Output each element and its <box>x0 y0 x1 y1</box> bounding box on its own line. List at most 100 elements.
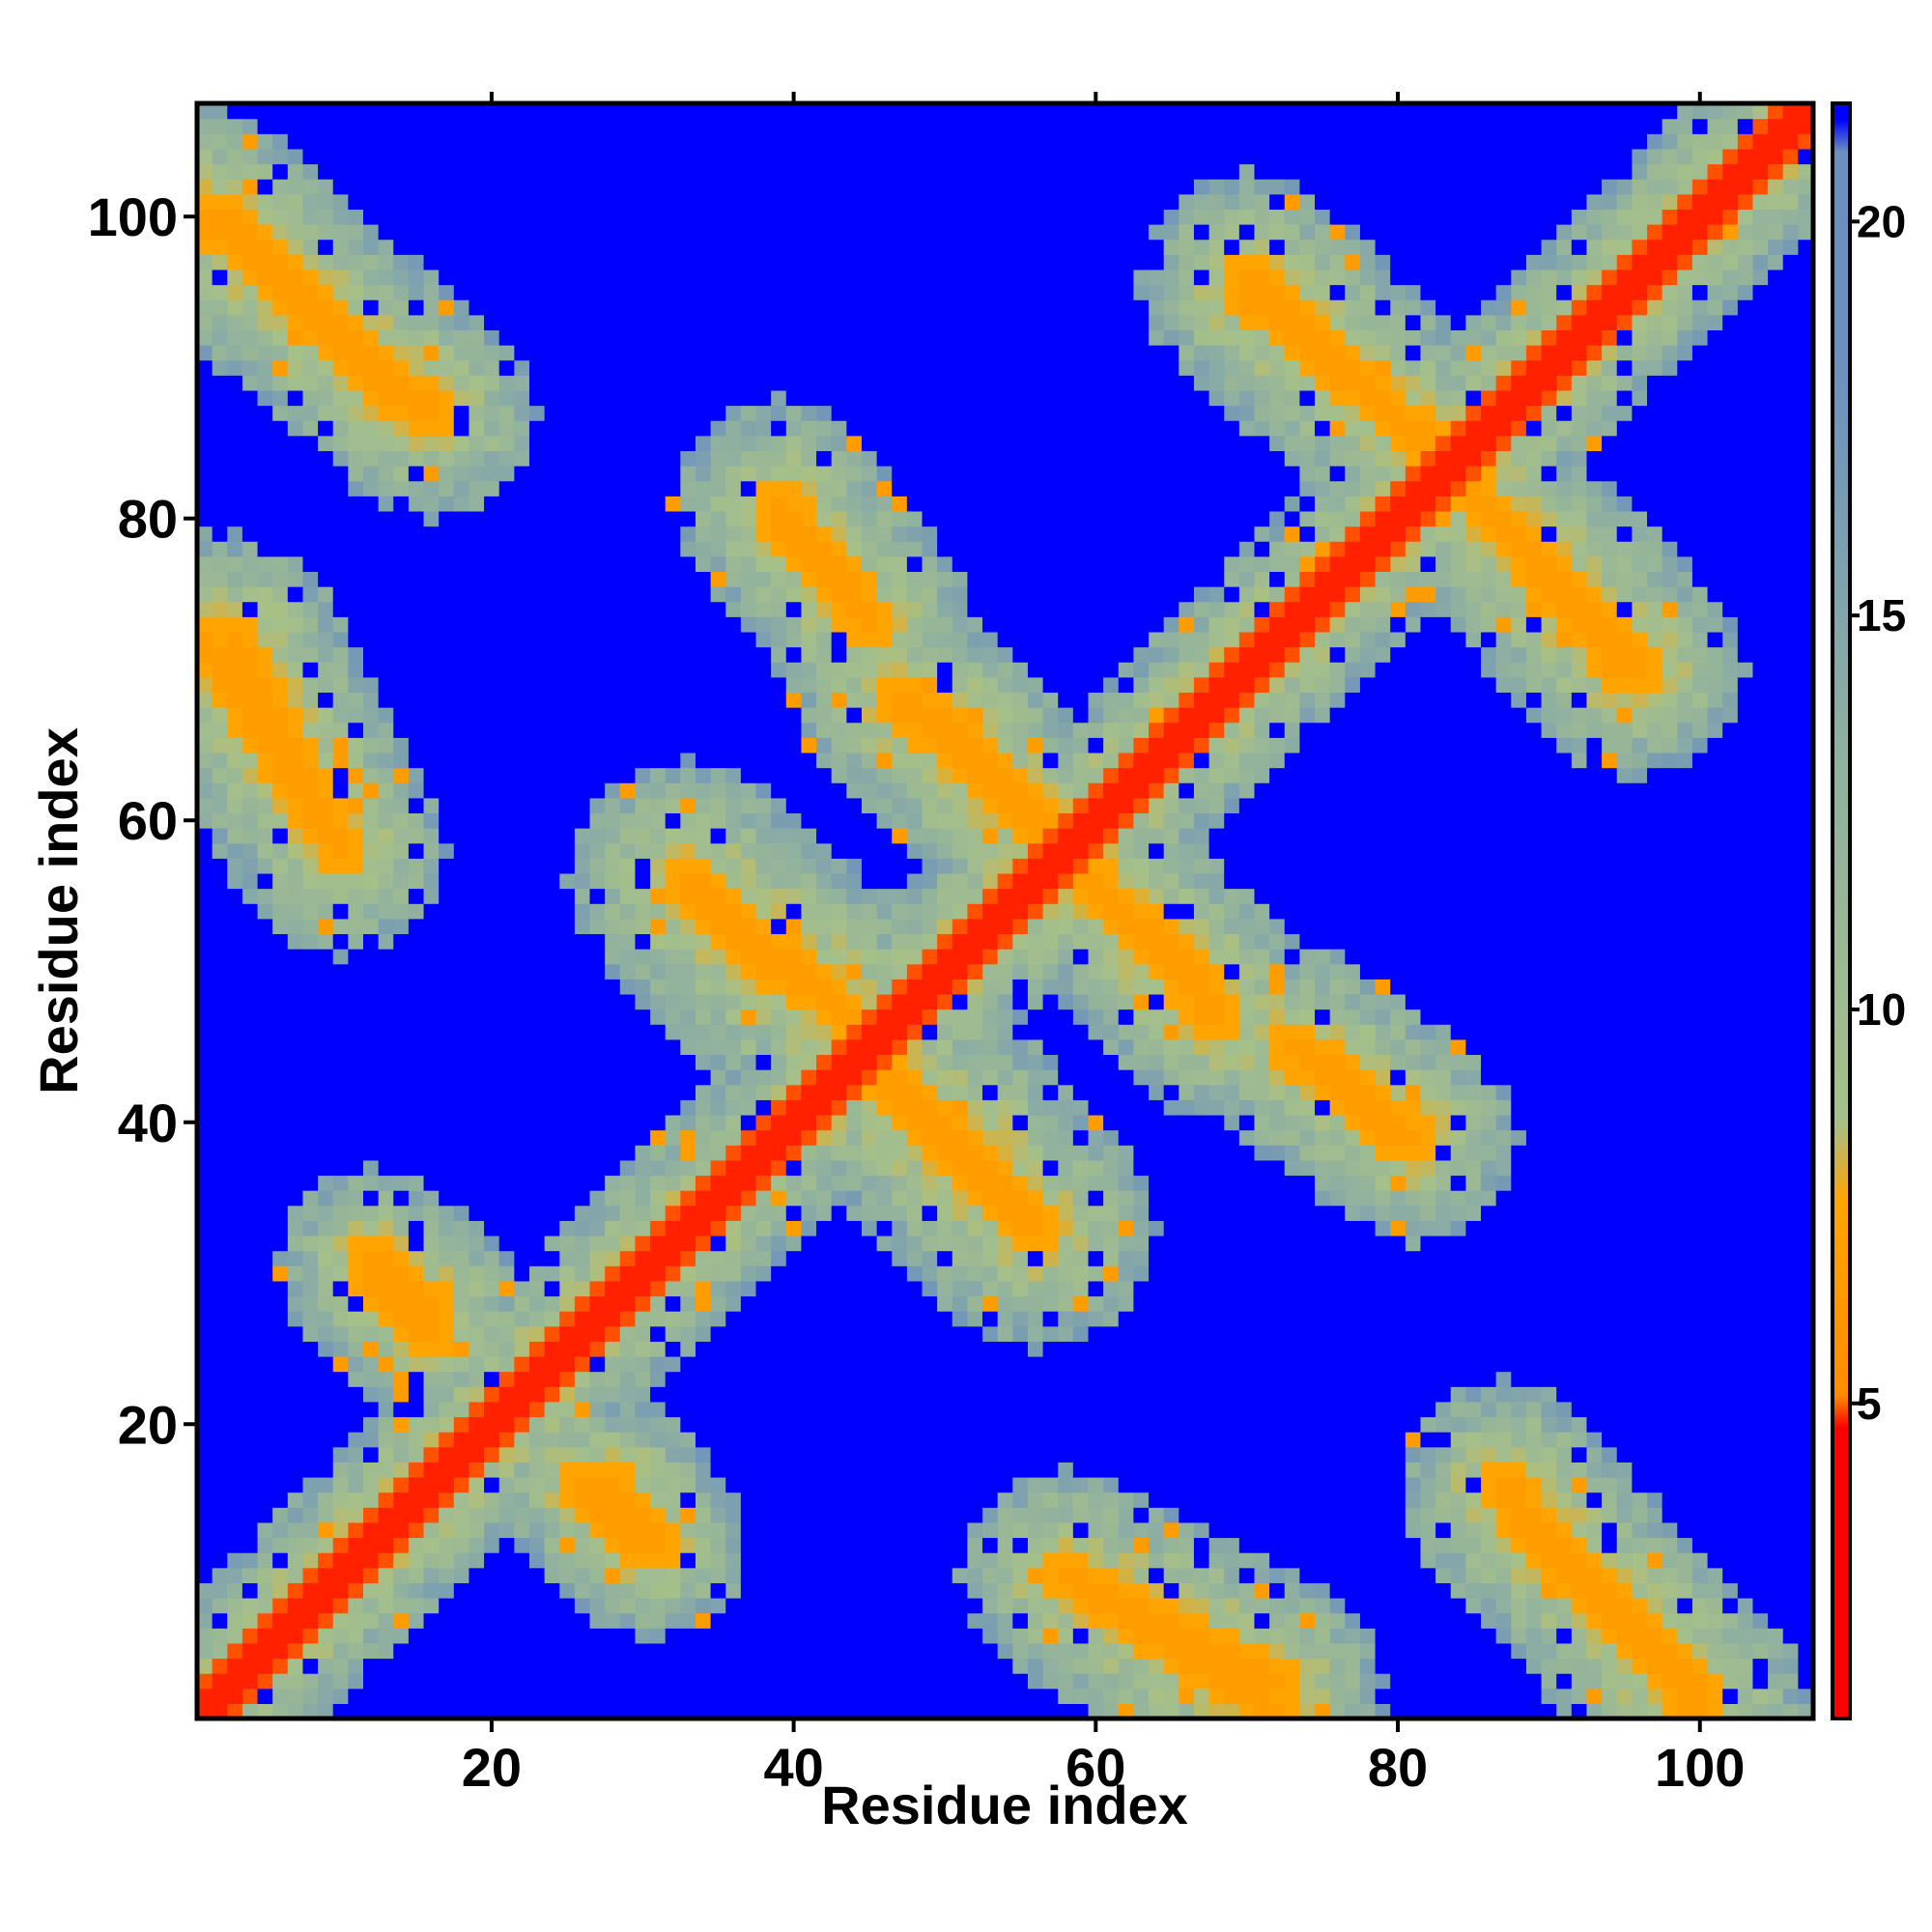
heatmap-cell <box>771 103 787 120</box>
heatmap-cell <box>650 1145 667 1161</box>
heatmap-cell <box>393 510 410 527</box>
heatmap-cell <box>710 375 726 391</box>
heatmap-cell <box>771 949 787 965</box>
heatmap-cell <box>528 1476 546 1493</box>
heatmap-cell <box>242 269 259 286</box>
heatmap-cell <box>302 1537 319 1553</box>
heatmap-cell <box>831 692 847 708</box>
heatmap-cell <box>635 963 651 980</box>
heatmap-cell <box>816 526 833 542</box>
heatmap-cell <box>574 1476 591 1493</box>
heatmap-cell <box>816 1325 833 1342</box>
heatmap-cell <box>332 812 349 829</box>
heatmap-cell <box>876 1190 893 1207</box>
heatmap-cell <box>393 1642 410 1660</box>
heatmap-cell <box>559 1597 576 1614</box>
heatmap-cell <box>469 767 485 783</box>
heatmap-cell <box>755 254 772 270</box>
heatmap-cell <box>242 1597 259 1614</box>
heatmap-cell <box>287 676 304 694</box>
heatmap-cell <box>272 646 289 663</box>
heatmap-cell <box>816 601 833 617</box>
heatmap-cell <box>785 631 803 648</box>
heatmap-cell <box>589 269 606 286</box>
heatmap-cell <box>197 737 213 753</box>
heatmap-cell <box>514 858 530 874</box>
heatmap-cell <box>242 1054 259 1070</box>
heatmap-cell <box>393 601 410 617</box>
heatmap-cell <box>423 103 440 120</box>
heatmap-cell <box>574 103 591 120</box>
heatmap-cell <box>257 1446 273 1463</box>
heatmap-cell <box>589 1521 606 1539</box>
heatmap-cell <box>589 1371 606 1387</box>
heatmap-cell <box>635 420 651 437</box>
heatmap-cell <box>831 405 847 421</box>
heatmap-cell <box>725 993 742 1010</box>
heatmap-cell <box>801 752 817 769</box>
heatmap-cell <box>242 329 259 346</box>
heatmap-cell <box>469 1521 485 1539</box>
heatmap-cell <box>544 1537 560 1553</box>
heatmap-cell <box>725 752 742 769</box>
heatmap-cell <box>846 1159 863 1177</box>
heatmap-cell <box>423 420 440 437</box>
heatmap-cell <box>846 450 863 467</box>
heatmap-cell <box>680 480 696 497</box>
heatmap-cell <box>559 1658 576 1674</box>
heatmap-cell <box>574 993 591 1010</box>
heatmap-cell <box>801 979 817 995</box>
heatmap-cell <box>332 1129 349 1146</box>
heatmap-cell <box>408 209 425 225</box>
heatmap-cell <box>227 1537 243 1553</box>
heatmap-cell <box>393 1038 410 1056</box>
heatmap-cell <box>650 1446 667 1463</box>
heatmap-cell <box>574 118 591 134</box>
heatmap-cell <box>348 1220 364 1236</box>
heatmap-cell <box>861 510 878 527</box>
heatmap-cell <box>831 1099 847 1116</box>
heatmap-cell <box>559 601 576 617</box>
heatmap-cell <box>378 435 394 452</box>
heatmap-cell <box>287 933 304 950</box>
heatmap-cell <box>725 1175 742 1191</box>
heatmap-cell <box>816 555 833 573</box>
heatmap-cell <box>257 239 273 255</box>
heatmap-cell <box>257 676 273 694</box>
heatmap-cell <box>846 1325 863 1342</box>
heatmap-cell <box>378 405 394 421</box>
heatmap-cell <box>725 133 742 150</box>
heatmap-cell <box>348 148 364 165</box>
heatmap-cell <box>771 1235 787 1252</box>
heatmap-cell <box>785 888 803 904</box>
heatmap-cell <box>725 707 742 724</box>
heatmap-cell <box>695 1311 712 1327</box>
heatmap-cell <box>514 496 530 512</box>
heatmap-cell <box>528 737 546 753</box>
heatmap-cell <box>257 375 273 391</box>
heatmap-cell <box>755 888 772 904</box>
heatmap-cell <box>650 375 667 391</box>
heatmap-cell <box>635 1462 651 1478</box>
heatmap-cell <box>816 345 833 361</box>
heatmap-cell <box>272 812 289 829</box>
heatmap-cell <box>408 1462 425 1478</box>
heatmap-cell <box>619 239 637 255</box>
heatmap-cell <box>318 888 334 904</box>
heatmap-cell <box>528 1069 546 1086</box>
heatmap-cell <box>619 526 637 542</box>
heatmap-cell <box>695 1567 712 1583</box>
heatmap-cell <box>287 239 304 255</box>
heatmap-cell <box>710 1492 726 1508</box>
heatmap-cell <box>362 1009 380 1025</box>
heatmap-cell <box>801 163 817 180</box>
heatmap-cell <box>861 993 878 1010</box>
heatmap-cell <box>725 828 742 844</box>
heatmap-cell <box>725 1311 742 1327</box>
heatmap-cell <box>619 1175 637 1191</box>
heatmap-cell <box>484 858 500 874</box>
heatmap-cell <box>498 148 515 165</box>
heatmap-cell <box>740 450 757 467</box>
heatmap-cell <box>892 1099 908 1116</box>
heatmap-cell <box>892 1069 908 1086</box>
